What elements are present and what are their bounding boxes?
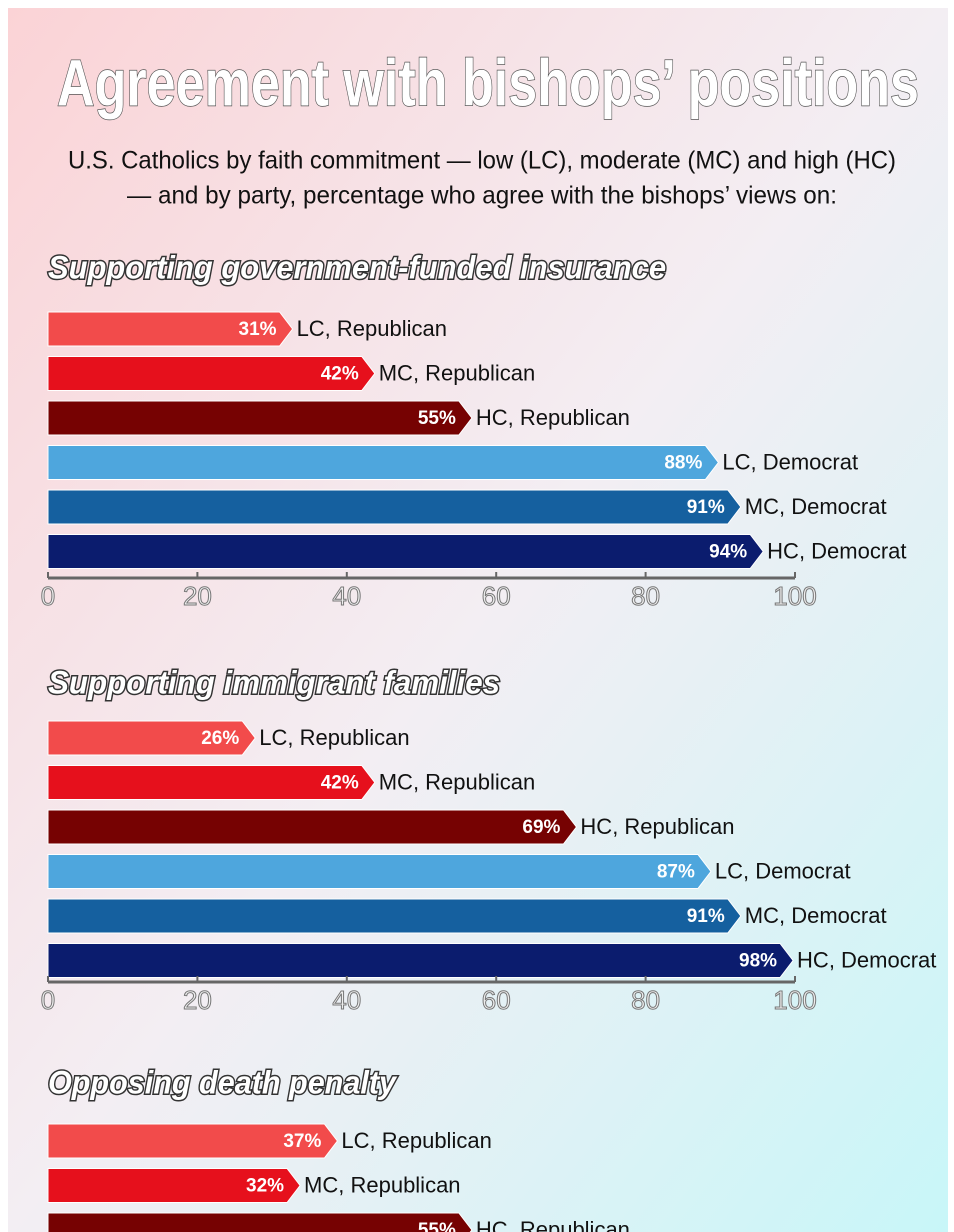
value-label: 55% — [418, 1220, 456, 1232]
category-label: MC, Republican — [304, 1172, 461, 1197]
category-label: LC, Democrat — [715, 858, 851, 883]
category-label: LC, Republican — [341, 1128, 491, 1153]
x-tick-label: 80 — [631, 581, 660, 611]
value-label: 26% — [201, 728, 239, 749]
x-tick-label: 80 — [631, 985, 660, 1015]
category-label: LC, Republican — [297, 316, 447, 341]
value-label: 91% — [687, 497, 725, 518]
bar — [48, 944, 793, 978]
subtitle-line: U.S. Catholics by faith commitment — low… — [68, 147, 896, 175]
value-label: 31% — [239, 319, 277, 340]
x-tick-label: 40 — [332, 581, 361, 611]
title: Agreement with bishops’ positions — [57, 45, 919, 119]
category-label: HC, Republican — [580, 814, 734, 839]
bar — [48, 899, 741, 933]
infographic: Agreement with bishops’ positions U.S. C… — [0, 0, 954, 1232]
bar — [48, 401, 472, 435]
x-tick-label: 60 — [482, 985, 511, 1015]
value-label: 55% — [418, 408, 456, 429]
category-label: MC, Republican — [379, 769, 536, 794]
category-label: MC, Republican — [379, 360, 536, 385]
value-label: 69% — [522, 817, 560, 838]
category-label: HC, Republican — [476, 1217, 630, 1232]
category-label: MC, Democrat — [745, 903, 887, 928]
value-label: 98% — [739, 951, 777, 972]
value-label: 91% — [687, 906, 725, 927]
value-label: 87% — [657, 862, 695, 883]
x-tick-label: 100 — [773, 985, 816, 1015]
bar — [48, 855, 711, 889]
chart-title: Opposing death penalty — [48, 1064, 398, 1100]
value-label: 88% — [664, 453, 702, 474]
x-tick-label: 100 — [773, 581, 816, 611]
chart-title: Supporting immigrant families — [48, 664, 500, 700]
bar — [48, 490, 741, 524]
value-label: 42% — [321, 773, 359, 794]
x-tick-label: 40 — [332, 985, 361, 1015]
bar — [48, 535, 763, 569]
chart-title: Supporting government-funded insurance — [48, 249, 666, 285]
x-tick-label: 20 — [183, 985, 212, 1015]
value-label: 37% — [283, 1131, 321, 1152]
x-tick-label: 60 — [482, 581, 511, 611]
x-tick-label: 0 — [41, 985, 55, 1015]
subtitle-line: — and by party, percentage who agree wit… — [127, 182, 837, 210]
category-label: HC, Democrat — [767, 538, 906, 563]
bar — [48, 446, 718, 480]
category-label: LC, Democrat — [722, 449, 858, 474]
category-label: MC, Democrat — [745, 494, 887, 519]
x-tick-label: 0 — [41, 581, 55, 611]
value-label: 42% — [321, 364, 359, 385]
bar — [48, 1213, 472, 1232]
value-label: 94% — [709, 542, 747, 563]
x-tick-label: 20 — [183, 581, 212, 611]
category-label: LC, Republican — [259, 725, 409, 750]
category-label: HC, Democrat — [797, 947, 936, 972]
category-label: HC, Republican — [476, 405, 630, 430]
bar — [48, 810, 576, 844]
value-label: 32% — [246, 1176, 284, 1197]
